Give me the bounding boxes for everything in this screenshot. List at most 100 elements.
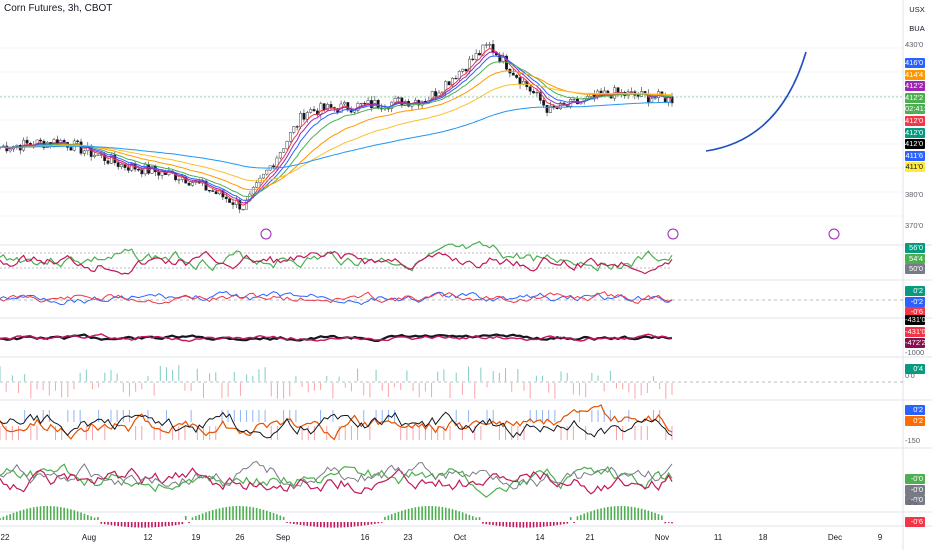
candle-body [400, 97, 404, 106]
candle-body [484, 44, 488, 46]
candle-body [461, 68, 465, 72]
candle-body [498, 54, 502, 63]
pane6-tag: -0'0 [905, 495, 925, 505]
candle-body [106, 160, 110, 164]
pane1-tag: 56'0 [905, 243, 925, 253]
time-tick-label: 23 [403, 533, 413, 542]
candle-body [116, 162, 120, 167]
candle-body [69, 147, 73, 151]
ma-red-line [0, 47, 673, 206]
candle-body [238, 199, 242, 210]
candle-body [130, 163, 134, 171]
pane7-tag: -0'6 [905, 517, 925, 527]
pane6-tag: -0'0 [905, 484, 925, 495]
candle-body [555, 107, 559, 110]
candle-body [191, 182, 194, 186]
candle-body [467, 58, 471, 72]
candle-body [214, 191, 218, 195]
candle-body [265, 169, 269, 175]
time-tick-label: 12 [143, 533, 153, 542]
candle-body [636, 95, 640, 97]
price-tag: 414'4 [905, 69, 925, 80]
candle-body [650, 98, 654, 103]
candle-body [518, 77, 522, 85]
osc6-gray-line [0, 460, 673, 490]
osc6-green-line [0, 463, 673, 498]
candle-body [83, 150, 86, 154]
osc1-green-line [0, 240, 673, 272]
candle-body [177, 179, 181, 181]
pane-axis-label: -0'6 [905, 498, 918, 507]
candle-body [366, 100, 370, 104]
ma-orange-line [0, 70, 673, 191]
unit-button[interactable]: BUA [909, 24, 925, 33]
price-tick-label: 380'0 [905, 190, 924, 199]
candle-body [120, 163, 123, 167]
candle-body [393, 98, 397, 103]
pane2-tag: -0'6 [905, 307, 925, 317]
osc2-blue-line [0, 290, 673, 306]
candle-body [343, 102, 346, 105]
candle-body [140, 169, 144, 175]
pane-axis-label: 0'0 [905, 371, 915, 380]
event-icon [828, 228, 840, 240]
candle-body [228, 198, 232, 203]
candle-body [285, 141, 289, 149]
candle-body [157, 171, 161, 176]
candle-body [478, 53, 481, 56]
price-tag: 412'0 [905, 127, 925, 138]
candle-body [261, 173, 265, 179]
pane2-tag: 0'2 [905, 286, 925, 296]
candle-body [305, 112, 309, 120]
pane-axis-label: -150 [905, 436, 921, 445]
time-tick-label: 9 [877, 533, 883, 542]
osc2-red-line [0, 291, 673, 305]
candle-body [511, 72, 515, 76]
event-icon [667, 228, 679, 240]
candle-body [572, 99, 576, 101]
candle-body [255, 182, 259, 188]
candle-body [329, 104, 333, 108]
time-tick-label: Nov [654, 533, 670, 542]
candle-body [309, 109, 313, 113]
pane1-tag: 50'0 [905, 264, 925, 274]
osc5-black-line [0, 411, 673, 439]
pane6-tag: -0'0 [905, 474, 925, 484]
candle-body [545, 105, 549, 113]
price-tag: 02:41:0 [905, 104, 931, 115]
currency-button[interactable]: USX [909, 5, 925, 14]
candle-body [15, 145, 19, 147]
candle-body [187, 182, 191, 186]
candle-body [481, 44, 485, 56]
candle-body [302, 113, 306, 120]
candle-body [150, 166, 154, 174]
pane-axis-label: -1000 [905, 348, 925, 357]
candle-body [319, 103, 323, 115]
pane5-tag: 0'2 [905, 405, 925, 415]
candle-body [224, 196, 228, 200]
price-tag: 412'2 [905, 81, 925, 92]
candle-body [447, 81, 451, 86]
ma-green-line [0, 60, 673, 198]
candle-body [549, 105, 552, 113]
price-tick-label: 370'0 [905, 221, 924, 230]
candle-body [491, 44, 495, 53]
candle-body [532, 91, 535, 94]
candle-body [326, 104, 329, 110]
time-tick-label: Sep [275, 533, 291, 542]
candle-body [538, 91, 542, 101]
chart-title: Corn Futures, 3h, CBOT [4, 3, 113, 14]
projection-curve [705, 51, 807, 152]
candle-body [272, 165, 275, 168]
candle-body [312, 109, 316, 112]
ma-purple-line [0, 51, 673, 204]
candle-body [278, 152, 282, 159]
candle-body [96, 154, 100, 156]
candle-body [282, 148, 286, 153]
candle-body [207, 190, 211, 192]
pane3-tag: -431'0 [905, 315, 926, 325]
osc5-orange-line [0, 404, 673, 441]
candle-body [528, 86, 532, 92]
event-icon [260, 228, 272, 240]
